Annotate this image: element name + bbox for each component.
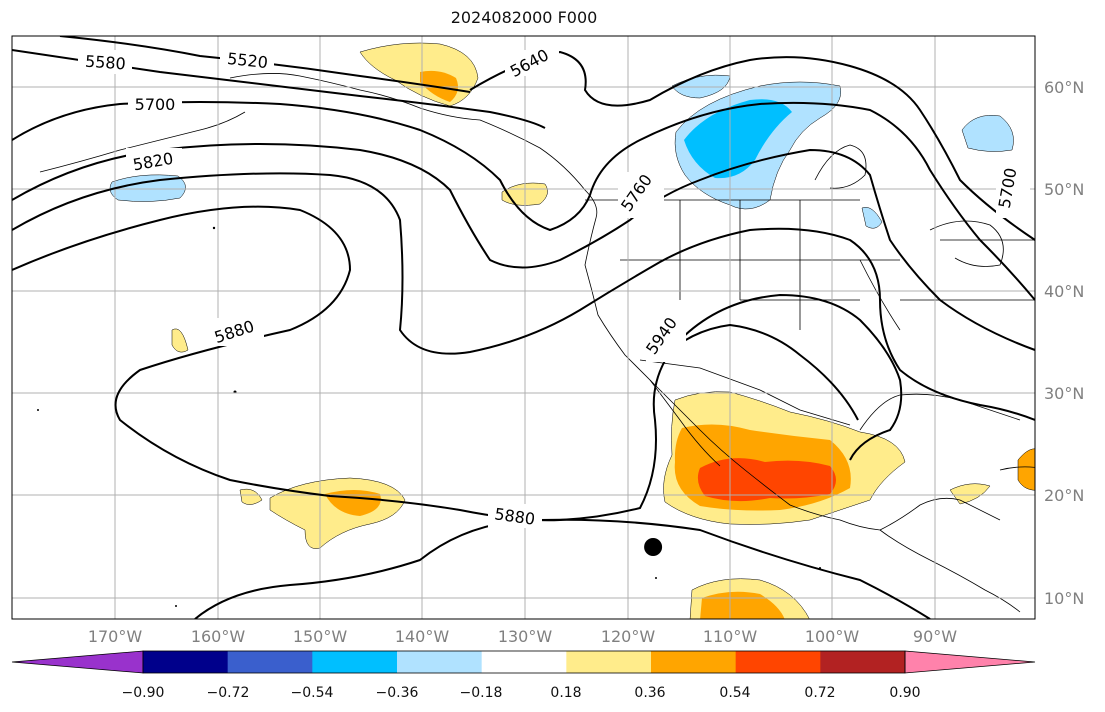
lat-tick-label: 40°N <box>1044 282 1084 301</box>
lon-tick-label: 90°W <box>913 627 957 646</box>
colorbar-tick-label: 0.90 <box>889 685 920 701</box>
coast-central-america <box>879 529 1021 613</box>
coast-hudson <box>814 144 867 189</box>
colorbar-segment <box>227 651 313 673</box>
contour-5640 <box>469 50 1035 241</box>
colorbar-tick-label: 0.18 <box>550 685 581 701</box>
contour-5880 <box>12 205 903 522</box>
colorbar-segment <box>820 651 906 673</box>
contour-label: 5700 <box>135 95 176 114</box>
lon-tick-label: 120°W <box>601 627 656 646</box>
colorbar-tick-label: 0.72 <box>804 685 835 701</box>
anomaly-fills <box>109 42 1035 619</box>
contour-label: 5580 <box>84 52 126 74</box>
colorbar-extend-high <box>904 650 1036 674</box>
colorbar-tick-label: −0.54 <box>291 685 334 701</box>
colorbar-segment <box>735 651 821 673</box>
lat-tick-label: 60°N <box>1044 78 1084 97</box>
colorbar-frame <box>142 650 906 674</box>
colorbar-tick-labels: −0.90 −0.72 −0.54 −0.36 −0.18 0.18 0.36 … <box>122 685 921 701</box>
contour-5820 <box>12 172 1035 421</box>
contour-5760 <box>12 143 1035 351</box>
colorbar-segments <box>11 650 1036 674</box>
colorbar-segment <box>481 651 567 673</box>
longitude-labels: 170°W 160°W 150°W 140°W 130°W 120°W 110°… <box>88 627 957 646</box>
figure-title: 2024082000 F000 <box>450 8 598 27</box>
coast-alaska <box>229 73 598 219</box>
lon-tick-label: 130°W <box>498 627 553 646</box>
lon-tick-label: 160°W <box>191 627 246 646</box>
colorbar-segment <box>143 651 229 673</box>
lon-tick-label: 140°W <box>395 627 450 646</box>
great-lakes <box>929 220 1004 267</box>
lon-tick-label: 110°W <box>703 627 758 646</box>
lat-tick-label: 20°N <box>1044 486 1084 505</box>
colorbar-tick-label: 0.54 <box>719 685 750 701</box>
lon-tick-label: 100°W <box>805 627 860 646</box>
graticule <box>12 36 1035 619</box>
storm-point-marker <box>644 538 663 556</box>
contour-5700 <box>12 101 1035 301</box>
colorbar-tick-label: 0.36 <box>634 685 665 701</box>
contour-5940 <box>659 323 859 421</box>
coast-caribbean <box>999 466 1035 471</box>
lat-tick-label: 30°N <box>1044 384 1084 403</box>
fill-canada-blue <box>684 99 792 179</box>
lon-tick-label: 150°W <box>293 627 348 646</box>
colorbar-segment <box>397 651 483 673</box>
colorbar: −0.90 −0.72 −0.54 −0.36 −0.18 0.18 0.36 … <box>11 650 1036 701</box>
lat-tick-label: 10°N <box>1044 589 1084 608</box>
colorbar-tick-label: −0.18 <box>460 685 503 701</box>
lat-tick-label: 50°N <box>1044 180 1084 199</box>
colorbar-tick-label: −0.90 <box>122 685 165 701</box>
coast-aleutians <box>39 111 246 173</box>
colorbar-extend-low <box>11 650 144 674</box>
map-frame <box>11 35 1036 620</box>
coast-gulf <box>859 393 1021 431</box>
mex-us-border <box>639 359 851 426</box>
colorbar-tick-label: −0.36 <box>376 685 419 701</box>
coast-west-na <box>584 217 1001 531</box>
lon-tick-label: 170°W <box>88 627 143 646</box>
colorbar-segment <box>566 651 652 673</box>
contour-label: 5520 <box>226 49 268 72</box>
colorbar-tick-label: −0.72 <box>207 685 250 701</box>
coast-baja <box>649 379 721 467</box>
border-states-1 <box>620 200 900 330</box>
contour-label-halos <box>78 48 1030 528</box>
colorbar-segment <box>312 651 398 673</box>
colorbar-segment <box>651 651 737 673</box>
fill-mexico-red <box>697 458 836 502</box>
latitude-labels: 60°N 50°N 40°N 30°N 20°N 10°N <box>1044 78 1084 608</box>
